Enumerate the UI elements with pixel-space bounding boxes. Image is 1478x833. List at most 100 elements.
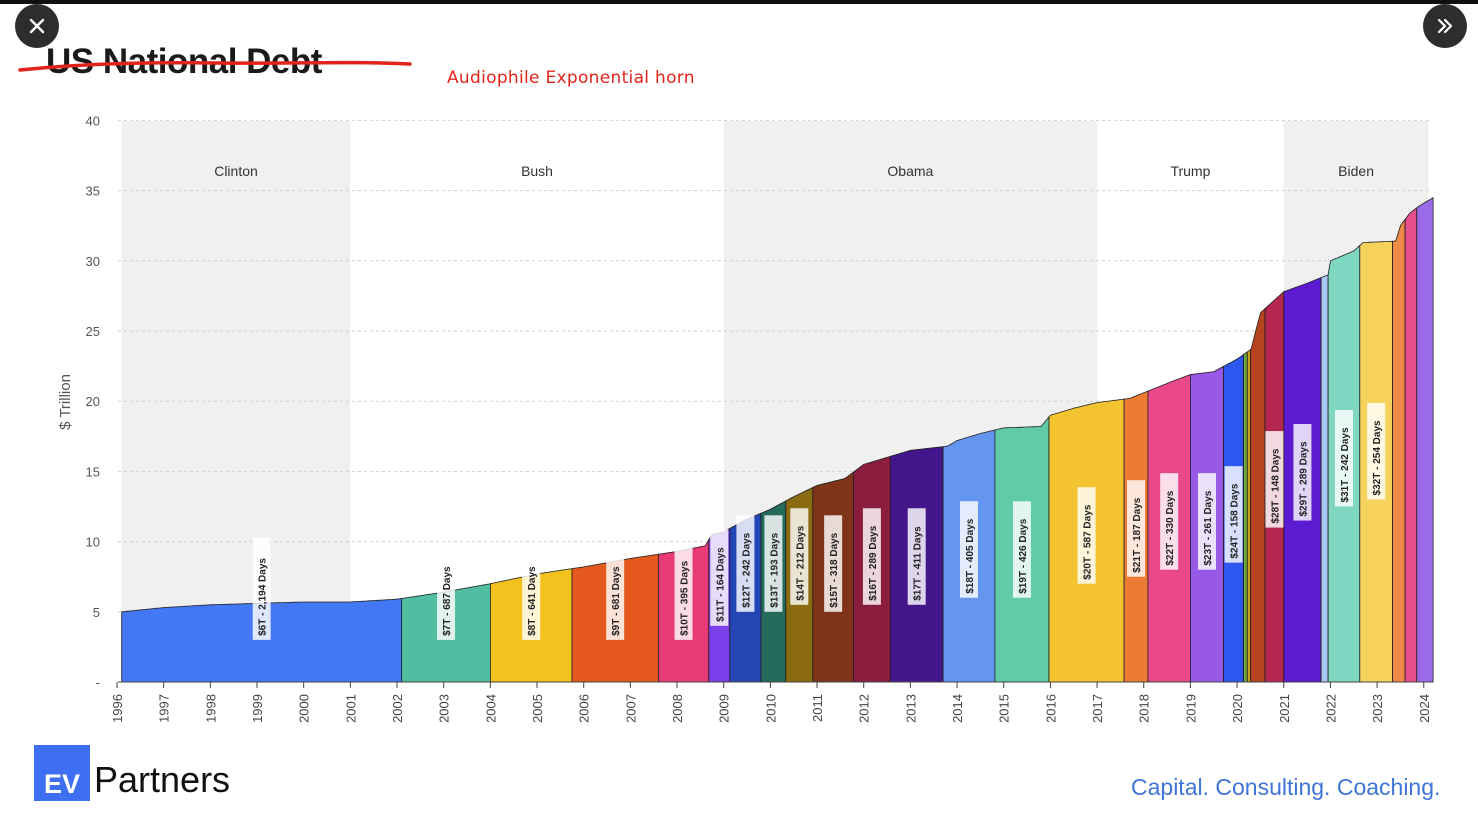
segment-label-bg: [1127, 480, 1146, 577]
presidency-label: Bush: [521, 163, 553, 179]
segment-label-text: $20T - 587 Days: [1083, 504, 1094, 579]
segment-label: $18T - 405 Days: [959, 501, 978, 598]
segment-label: $15T - 318 Days: [824, 515, 843, 612]
segment-label-text: $10T - 395 Days: [680, 560, 691, 635]
logo-wordmark: Partners: [94, 759, 231, 800]
segment-label-bg: [959, 501, 978, 598]
debt-segment: [1250, 307, 1266, 683]
x-tick-label: 2020: [1230, 694, 1245, 723]
x-tick-label: 2018: [1137, 694, 1152, 723]
x-tick-label: 2006: [577, 694, 592, 723]
segment-label-text: $28T - 148 Days: [1270, 448, 1281, 523]
segment-label-text: $9T - 681 Days: [611, 566, 622, 636]
segment-label-text: $18T - 405 Days: [965, 518, 976, 593]
next-button[interactable]: [1423, 4, 1467, 48]
segment-label-bg: [862, 508, 881, 605]
handwritten-annotation: Audiophile Exponential horn: [447, 68, 695, 88]
y-tick-label: 5: [93, 605, 100, 620]
segment-label-bg: [606, 549, 625, 640]
x-tick-label: 1999: [250, 694, 265, 723]
x-tick-label: 2021: [1277, 694, 1292, 723]
debt-segment: [1404, 206, 1418, 683]
segment-label: $8T - 641 Days: [522, 549, 541, 640]
x-tick-label: 2013: [903, 694, 918, 723]
debt-segment: [1246, 348, 1251, 683]
segment-label: $7T - 687 Days: [437, 549, 456, 640]
y-tick-label: -: [96, 675, 100, 690]
x-tick-label: 2003: [437, 694, 452, 723]
debt-segment: [1320, 274, 1329, 683]
segment-label: $21T - 187 Days: [1127, 480, 1146, 577]
axes: - 5 10 15 20 25 30 35 40 $ Trillion 1996 1997 1998 19…: [57, 113, 1432, 723]
segment-label-bg: [1197, 473, 1216, 570]
top-bar: [0, 0, 1478, 4]
presidency-label: Clinton: [214, 163, 258, 179]
segment-label-bg: [1077, 487, 1096, 584]
segment-label-bg: [1293, 424, 1312, 521]
segment-label-bg: [907, 508, 926, 605]
segment-label-text: $21T - 187 Days: [1132, 497, 1143, 572]
x-tick-label: 2000: [297, 694, 312, 723]
segment-label-bg: [764, 515, 783, 612]
segment-label: $19T - 426 Days: [1012, 501, 1031, 598]
close-button[interactable]: [15, 4, 59, 48]
x-tick-label: 2009: [717, 694, 732, 723]
segment-label-bg: [824, 515, 843, 612]
y-axis-label: $ Trillion: [57, 374, 74, 430]
strikethrough-mark: [18, 60, 412, 72]
segment-label-text: $19T - 426 Days: [1018, 518, 1029, 593]
segment-label-text: $23T - 261 Days: [1203, 490, 1214, 565]
y-tick-label: 20: [86, 394, 100, 409]
y-tick-label: 10: [86, 535, 100, 550]
segment-label: $23T - 261 Days: [1197, 473, 1216, 570]
segment-label-text: $22T - 330 Days: [1165, 490, 1176, 565]
segment-label-bg: [710, 529, 729, 626]
y-tick-label: 30: [86, 254, 100, 269]
tagline: Capital. Consulting. Coaching.: [1131, 774, 1441, 800]
segment-label-text: $15T - 318 Days: [829, 532, 840, 607]
x-tick-label: 2007: [623, 694, 638, 723]
segment-label: $29T - 289 Days: [1293, 424, 1312, 521]
x-tick-label: 1997: [157, 694, 172, 723]
y-tick-label: 15: [86, 464, 100, 479]
segment-label-bg: [1224, 466, 1243, 563]
x-tick-label: 1998: [203, 694, 218, 723]
segment-label-bg: [437, 549, 456, 640]
segment-label-text: $6T - 2,194 Days: [258, 558, 269, 636]
ev-logo-mark: EV: [34, 745, 90, 801]
double-chevron-right-icon: [1437, 18, 1453, 34]
segment-label: $28T - 148 Days: [1265, 431, 1284, 528]
presidency-label: Obama: [887, 163, 933, 179]
segment-label-text: $11T - 164 Days: [715, 547, 726, 622]
x-tick-label: 1996: [110, 694, 125, 723]
segment-label: $10T - 395 Days: [674, 543, 693, 640]
segment-label: $9T - 681 Days: [606, 549, 625, 640]
x-tick-label: 2015: [997, 694, 1012, 723]
x-tick-label: 2002: [390, 694, 405, 723]
segment-label-text: $17T - 411 Days: [913, 526, 924, 601]
segment-label-bg: [252, 537, 271, 640]
segment-label-bg: [736, 515, 755, 612]
segment-label: $13T - 193 Days: [764, 515, 783, 612]
x-tick-label: 2010: [763, 694, 778, 723]
segment-label: $11T - 164 Days: [710, 529, 729, 626]
segment-label-text: $13T - 193 Days: [769, 532, 780, 607]
x-tick-label: 2005: [530, 694, 545, 723]
debt-segment: [1416, 196, 1434, 683]
segment-label: $12T - 242 Days: [736, 515, 755, 612]
close-icon: [29, 18, 45, 34]
y-tick-label: 40: [86, 113, 100, 128]
segment-label-text: $8T - 641 Days: [527, 566, 538, 636]
segment-label-bg: [790, 508, 809, 605]
segment-label-bg: [1367, 402, 1386, 500]
segment-label: $14T - 212 Days: [790, 508, 809, 605]
segment-label-bg: [522, 549, 541, 640]
x-tick-label: 2008: [670, 694, 685, 723]
segment-label-text: $29T - 289 Days: [1298, 441, 1309, 516]
segment-label-bg: [1265, 431, 1284, 528]
y-tick-label: 25: [86, 324, 100, 339]
x-tick-label: 2014: [950, 694, 965, 723]
segment-label: $24T - 158 Days: [1224, 466, 1243, 563]
segment-label-text: $24T - 158 Days: [1230, 483, 1241, 558]
segment-label-text: $14T - 212 Days: [795, 525, 806, 600]
